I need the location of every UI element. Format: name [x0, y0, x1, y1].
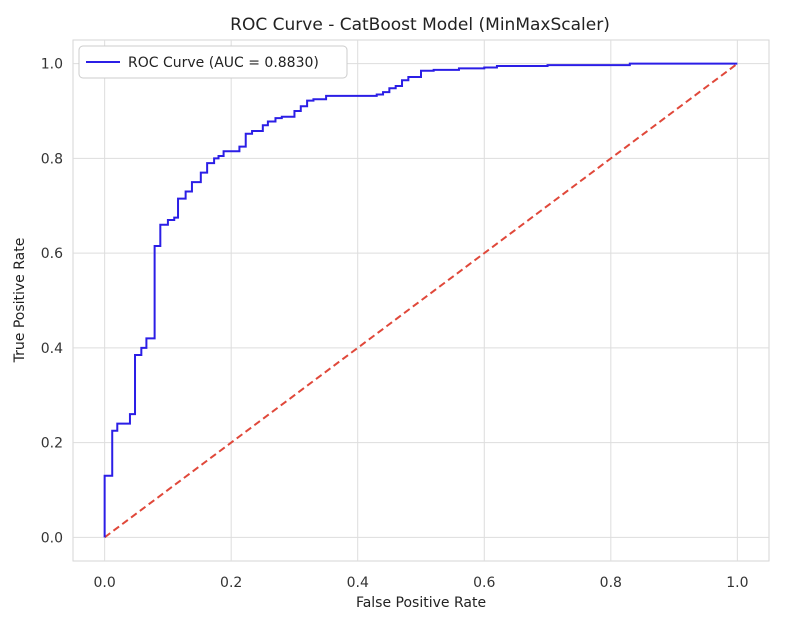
series-layer — [103, 62, 738, 539]
y-tick-label: 0.0 — [41, 530, 63, 546]
y-tick-labels: 0.0 0.2 0.4 0.6 0.8 1.0 — [41, 57, 63, 547]
chart-title: ROC Curve - CatBoost Model (MinMaxScaler… — [230, 15, 610, 35]
legend: ROC Curve (AUC = 0.8830) — [78, 45, 348, 79]
x-axis-label: False Positive Rate — [356, 595, 486, 611]
y-tick-label: 0.2 — [41, 436, 63, 452]
y-tick-label: 1.0 — [41, 57, 63, 73]
y-tick-label: 0.4 — [41, 341, 63, 357]
x-tick-label: 0.2 — [220, 575, 242, 591]
x-tick-label: 0.6 — [473, 575, 495, 591]
x-tick-label: 0.8 — [600, 575, 622, 591]
x-tick-label: 0.0 — [94, 575, 116, 591]
x-tick-labels: 0.0 0.2 0.4 0.6 0.8 1.0 — [94, 575, 749, 591]
x-tick-label: 0.4 — [347, 575, 369, 591]
x-tick-label: 1.0 — [726, 575, 748, 591]
roc-curve-line — [103, 62, 738, 538]
gridlines — [73, 40, 769, 561]
y-tick-label: 0.6 — [41, 246, 63, 262]
legend-box — [78, 45, 348, 79]
y-tick-label: 0.8 — [41, 151, 63, 167]
y-axis-label: True Positive Rate — [12, 238, 28, 364]
legend-label: ROC Curve (AUC = 0.8830) — [128, 55, 319, 71]
